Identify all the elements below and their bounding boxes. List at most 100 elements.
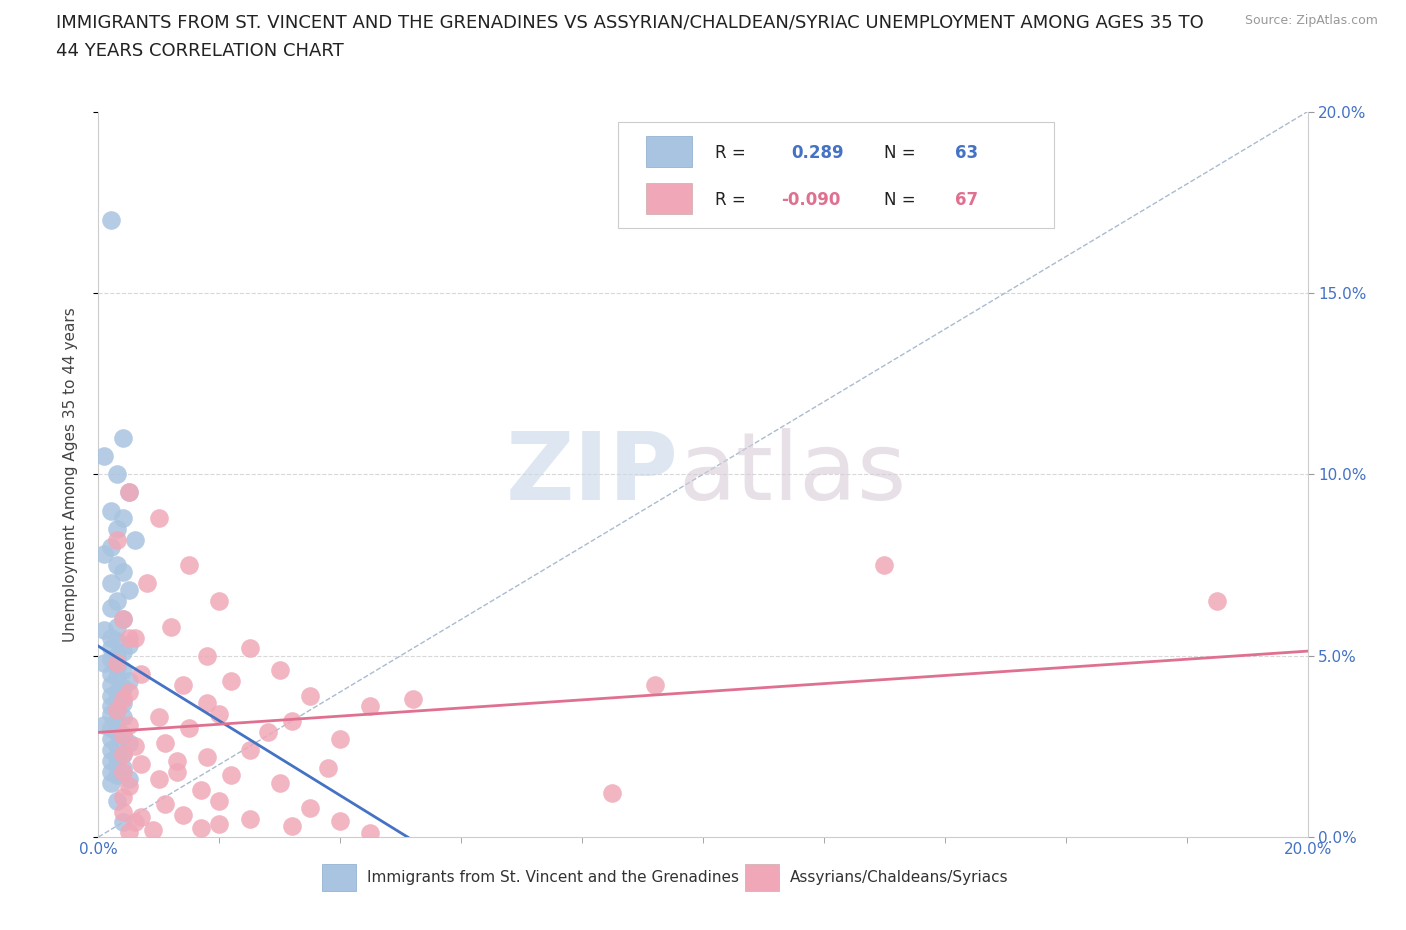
Text: R =: R = — [716, 191, 745, 208]
Point — [111, 746, 134, 761]
Point — [105, 724, 128, 739]
Text: Source: ZipAtlas.com: Source: ZipAtlas.com — [1244, 14, 1378, 27]
Point — [100, 213, 122, 228]
Text: 44 YEARS CORRELATION CHART: 44 YEARS CORRELATION CHART — [56, 42, 344, 60]
Point — [360, 826, 382, 841]
Point — [100, 503, 122, 518]
Point — [100, 776, 122, 790]
Point — [105, 713, 128, 728]
Point — [105, 467, 128, 482]
Point — [105, 692, 128, 707]
Point — [105, 594, 128, 609]
Point — [179, 558, 201, 573]
Point — [195, 648, 218, 663]
Bar — [745, 864, 779, 891]
Text: Immigrants from St. Vincent and the Grenadines: Immigrants from St. Vincent and the Gren… — [367, 870, 740, 885]
Point — [105, 619, 128, 634]
Point — [105, 670, 128, 684]
Text: Assyrians/Chaldeans/Syriacs: Assyrians/Chaldeans/Syriacs — [790, 870, 1008, 885]
Point — [166, 753, 188, 768]
Point — [160, 619, 183, 634]
Point — [316, 761, 339, 776]
Point — [190, 782, 212, 797]
Point — [111, 511, 134, 525]
Point — [105, 684, 128, 699]
Point — [221, 673, 243, 688]
Text: ZIP: ZIP — [506, 429, 679, 520]
Point — [111, 431, 134, 445]
Point — [111, 746, 134, 761]
Point — [124, 738, 146, 753]
Point — [281, 713, 304, 728]
Point — [269, 663, 291, 678]
Point — [100, 764, 122, 779]
Point — [148, 511, 170, 525]
Point — [299, 801, 322, 816]
Point — [402, 692, 425, 707]
Point — [105, 633, 128, 648]
Point — [93, 656, 115, 671]
Point — [118, 485, 141, 500]
Point — [111, 804, 134, 819]
Point — [111, 790, 134, 804]
Point — [105, 558, 128, 573]
Point — [118, 778, 141, 793]
Point — [111, 696, 134, 711]
Point — [644, 677, 666, 692]
Point — [118, 736, 141, 751]
Point — [111, 612, 134, 627]
Point — [100, 742, 122, 757]
Point — [208, 706, 231, 721]
Point — [873, 558, 896, 573]
Point — [100, 641, 122, 656]
Point — [111, 710, 134, 724]
Point — [329, 732, 352, 747]
Point — [105, 703, 128, 718]
Point — [105, 757, 128, 772]
Point — [239, 742, 262, 757]
Point — [142, 822, 165, 837]
Point — [118, 485, 141, 500]
Point — [269, 776, 291, 790]
Point — [118, 673, 141, 688]
Point — [111, 565, 134, 579]
Point — [105, 532, 128, 547]
Y-axis label: Unemployment Among Ages 35 to 44 years: Unemployment Among Ages 35 to 44 years — [63, 307, 77, 642]
Point — [166, 764, 188, 779]
Point — [129, 810, 152, 825]
Text: 0.289: 0.289 — [792, 143, 844, 162]
Text: N =: N = — [884, 191, 915, 208]
Text: 67: 67 — [955, 191, 977, 208]
Point — [100, 652, 122, 667]
Point — [105, 738, 128, 753]
Point — [111, 764, 134, 779]
Text: IMMIGRANTS FROM ST. VINCENT AND THE GRENADINES VS ASSYRIAN/CHALDEAN/SYRIAC UNEMP: IMMIGRANTS FROM ST. VINCENT AND THE GREN… — [56, 14, 1204, 32]
Point — [239, 811, 262, 827]
Point — [329, 813, 352, 828]
Point — [105, 656, 128, 671]
FancyBboxPatch shape — [619, 123, 1053, 228]
Point — [195, 696, 218, 711]
Point — [208, 594, 231, 609]
Point — [105, 703, 128, 718]
Bar — [647, 183, 692, 214]
Point — [105, 750, 128, 764]
Point — [93, 449, 115, 464]
Point — [105, 768, 128, 783]
Point — [179, 721, 201, 736]
Point — [153, 736, 176, 751]
Point — [111, 815, 134, 830]
Point — [100, 667, 122, 682]
Point — [195, 750, 218, 764]
Point — [148, 772, 170, 787]
Point — [105, 521, 128, 536]
Point — [124, 631, 146, 645]
Point — [100, 753, 122, 768]
Point — [100, 677, 122, 692]
Point — [111, 612, 134, 627]
Point — [208, 793, 231, 808]
Point — [360, 699, 382, 714]
Point — [93, 717, 115, 732]
Point — [256, 724, 278, 739]
Bar — [322, 864, 356, 891]
